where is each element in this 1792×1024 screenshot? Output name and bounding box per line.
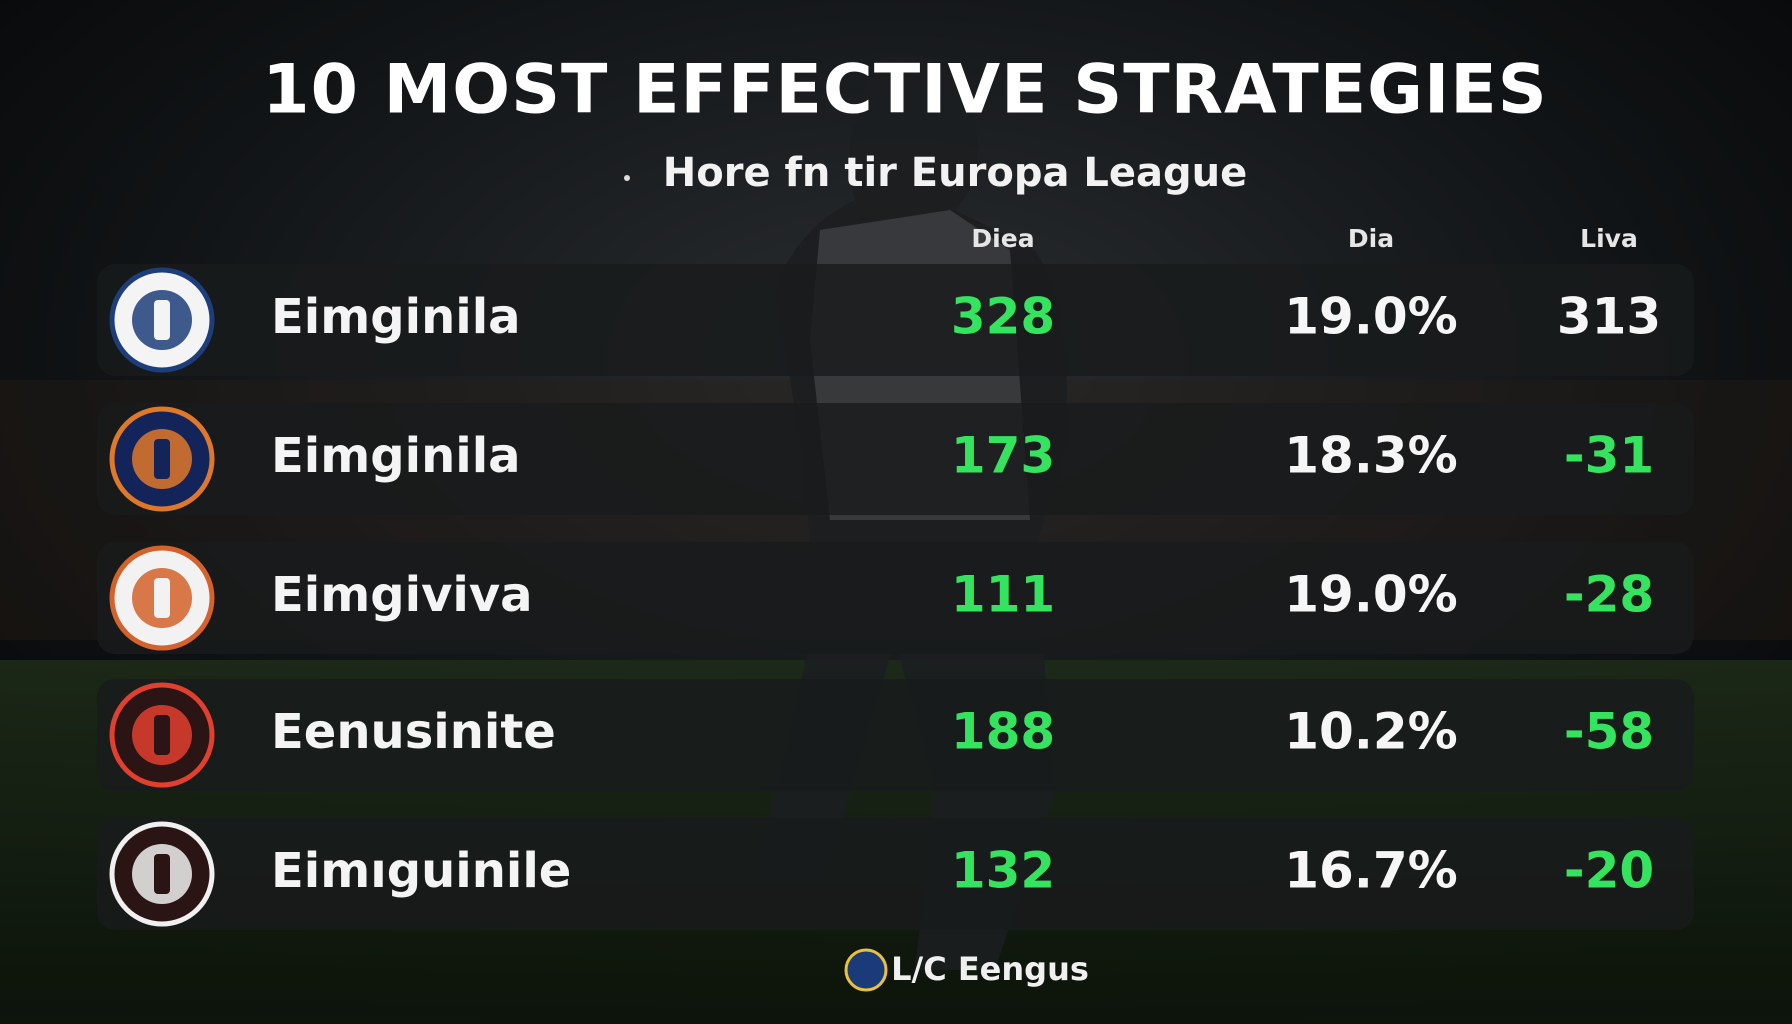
row-panel: [97, 264, 1694, 376]
column-header: Diea: [971, 224, 1034, 253]
club-logo-mark: [154, 854, 170, 894]
row-value: 173: [951, 427, 1055, 485]
row-value: 328: [951, 288, 1055, 346]
footer-logo: [844, 948, 888, 992]
column-header: Liva: [1580, 224, 1638, 253]
club-logo-mark: [154, 715, 170, 755]
club-logo-mark: [154, 578, 170, 618]
club-logo-mark: [154, 300, 170, 340]
row-value: 132: [951, 842, 1055, 900]
row-panel: [97, 818, 1694, 930]
row-value: -31: [1564, 427, 1654, 485]
row-value: 18.3%: [1284, 427, 1457, 485]
row-name: Eimginila: [271, 289, 521, 345]
row-value: -28: [1564, 566, 1654, 624]
row-value: 313: [1557, 288, 1661, 346]
column-header: Dia: [1348, 224, 1394, 253]
row-panel: [97, 679, 1694, 791]
row-value: 19.0%: [1284, 288, 1457, 346]
row-name: Eimgivіva: [271, 567, 533, 623]
row-name: Eenusinite: [271, 704, 556, 760]
content: 10 MOST EFFECTIVE STRATEGIES Hore fn tir …: [97, 51, 1694, 992]
row-name: Eimıguinile: [271, 843, 571, 899]
row-value: 19.0%: [1284, 566, 1457, 624]
row-name: Eimginila: [271, 428, 521, 484]
club-logo-mark: [154, 439, 170, 479]
row-panel: [97, 403, 1694, 515]
bullet: [624, 175, 630, 181]
row-value: 111: [951, 566, 1055, 624]
title: 10 MOST EFFECTIVE STRATEGIES: [262, 51, 1547, 130]
row-value: 10.2%: [1284, 703, 1457, 761]
row-value: -58: [1564, 703, 1654, 761]
row-value: -20: [1564, 842, 1654, 900]
row-value: 188: [951, 703, 1055, 761]
footer-brand: L/C Eengus: [891, 950, 1089, 988]
row-value: 16.7%: [1284, 842, 1457, 900]
subtitle: Hore fn tir Europa League: [663, 150, 1247, 196]
row-panel: [97, 542, 1694, 654]
